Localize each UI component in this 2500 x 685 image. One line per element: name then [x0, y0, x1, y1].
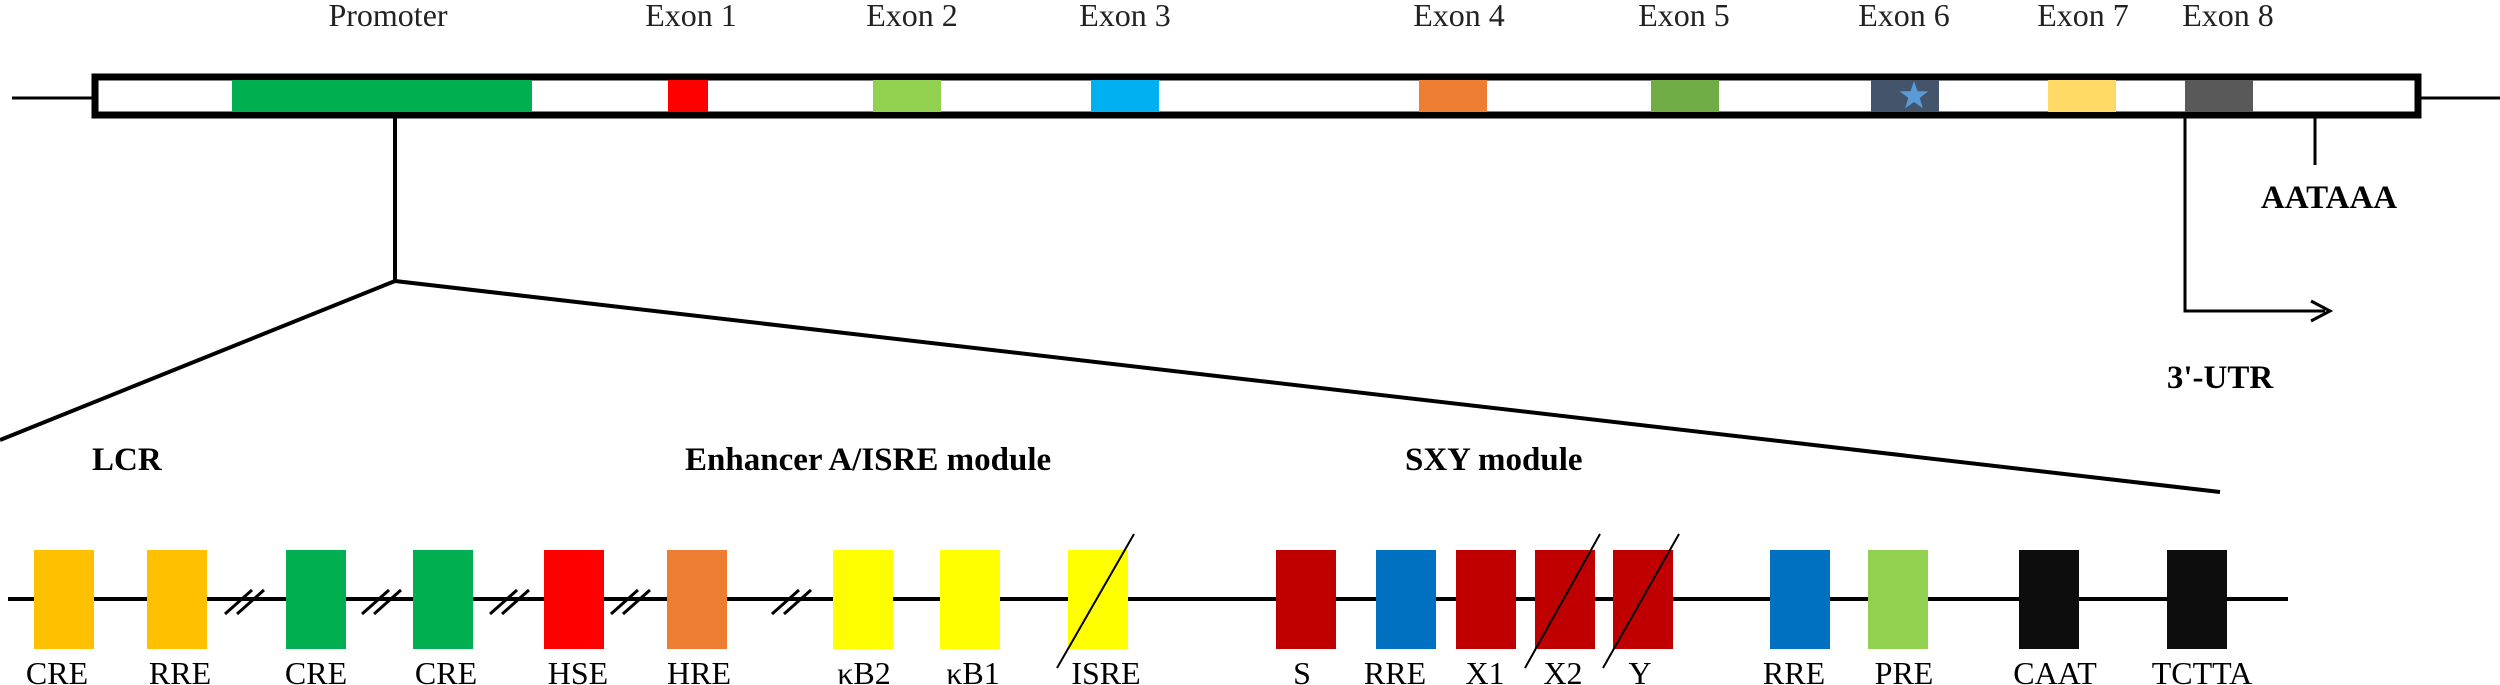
exon-1-block	[668, 80, 708, 112]
element-label: CRE	[285, 655, 347, 685]
break-mark	[224, 588, 265, 616]
element-label: CRE	[415, 655, 477, 685]
exon-4-label: Exon 4	[1413, 0, 1505, 33]
zoom-line-right	[394, 279, 2221, 494]
element-label: κB2	[837, 655, 890, 685]
element-box-kb1	[940, 550, 1000, 649]
exon-3-label: Exon 3	[1079, 0, 1171, 33]
utr-arrowhead	[2310, 299, 2334, 323]
sxy-module-title: SXY module	[1405, 442, 1583, 478]
element-box-cre	[413, 550, 473, 649]
element-label: RRE	[1364, 655, 1426, 685]
promoter-label: Promoter	[328, 0, 447, 33]
element-label: HSE	[548, 655, 608, 685]
exon-6-label: Exon 6	[1858, 0, 1950, 33]
polya-signal-label: AATAAA	[2261, 180, 2397, 216]
exon-4-block	[1419, 80, 1487, 112]
exon-8-label: Exon 8	[2182, 0, 2274, 33]
element-strikethrough	[1056, 533, 1135, 669]
exon-3-block	[1091, 80, 1159, 112]
lcr-title: LCR	[92, 442, 163, 478]
exon-7-block	[2048, 80, 2116, 112]
element-strikethrough	[1602, 533, 1680, 669]
element-label: ISRE	[1071, 655, 1140, 685]
break-mark	[610, 588, 651, 616]
element-box-x1	[1456, 550, 1516, 649]
element-label: CRE	[26, 655, 88, 685]
element-label: HRE	[667, 655, 731, 685]
element-label: CAAT	[2013, 655, 2097, 685]
element-box-pre	[1868, 550, 1928, 649]
element-label: Y	[1628, 655, 1651, 685]
exon-2-block	[873, 80, 941, 112]
element-box-hre	[667, 550, 727, 649]
element-label: RRE	[149, 655, 211, 685]
utr-arrow	[2183, 112, 2325, 313]
element-box-hse	[544, 550, 604, 649]
element-label: TCTTA	[2152, 655, 2253, 685]
element-box-rre	[1376, 550, 1436, 649]
exon-2-label: Exon 2	[866, 0, 958, 33]
element-label: X1	[1465, 655, 1504, 685]
break-mark	[489, 588, 530, 616]
element-strikethrough	[1524, 533, 1601, 669]
exon-1-label: Exon 1	[645, 0, 737, 33]
element-box-caat	[2019, 550, 2079, 649]
element-box-kb2	[833, 550, 893, 649]
element-label: PRE	[1875, 655, 1934, 685]
element-box-s	[1276, 550, 1336, 649]
utr-label: 3'-UTR	[2167, 360, 2275, 396]
element-label: RRE	[1763, 655, 1825, 685]
element-box-cre	[286, 550, 346, 649]
enhancer-module-title: Enhancer A/ISRE module	[685, 442, 1051, 478]
element-label: κB1	[946, 655, 999, 685]
element-box-tcta	[2167, 550, 2227, 649]
element-box-rre	[1770, 550, 1830, 649]
element-box-cre	[34, 550, 94, 649]
element-label: X2	[1543, 655, 1582, 685]
element-label: S	[1293, 655, 1311, 685]
star-icon	[1899, 81, 1929, 109]
zoom-line-left	[0, 279, 396, 442]
break-mark	[771, 588, 812, 616]
break-mark	[361, 588, 402, 616]
exon-7-label: Exon 7	[2037, 0, 2129, 33]
exon-5-block	[1651, 80, 1719, 112]
promoter-block	[232, 80, 532, 112]
element-box-rre	[147, 550, 207, 649]
exon-6-block	[1871, 80, 1939, 112]
exon-8-block	[2185, 80, 2253, 112]
exon-5-label: Exon 5	[1638, 0, 1730, 33]
